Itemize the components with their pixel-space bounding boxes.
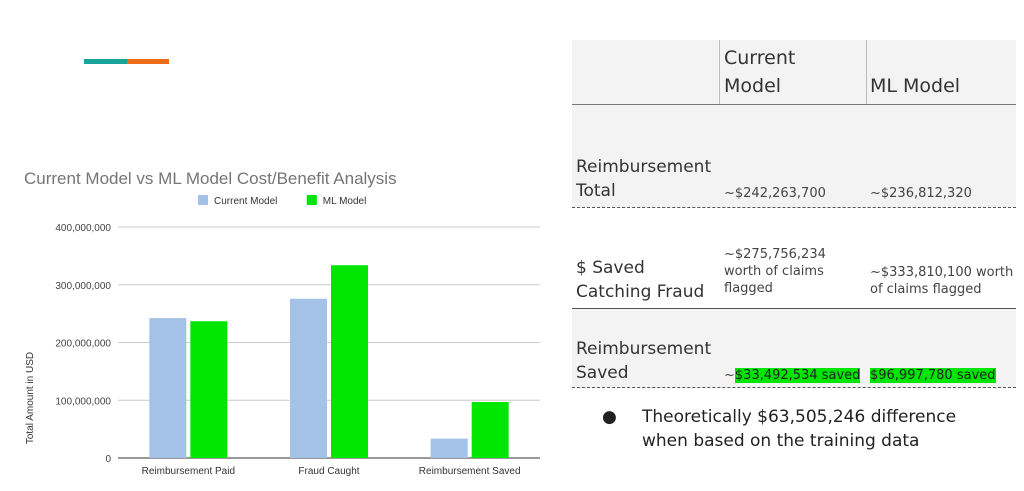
comparison-table: Current Model ML Model Reimbursement Tot…	[572, 40, 1016, 388]
header-ml-model: ML Model	[870, 75, 961, 97]
header-current-model: Current Model	[724, 44, 795, 100]
row-label-line1: Reimbursement	[576, 339, 712, 359]
x-tick-label: Fraud Caught	[298, 466, 359, 477]
bar-ml-model	[331, 265, 368, 458]
ml-fraud-saved: ~$333,810,100 worth of claims flagged	[870, 264, 1013, 298]
y-axis-label: Total Amount in USD	[25, 352, 36, 444]
current-fraud-line3: flagged	[724, 281, 773, 296]
y-tick-label: 300,000,000	[55, 281, 111, 292]
y-axis-ticks: 0 100,000,000 200,000,000 300,000,000 400,00…	[55, 223, 111, 465]
x-axis-ticks: Reimbursement Paid Fraud Caught Reimbursem…	[142, 466, 521, 477]
chart-title: Current Model vs ML Model Cost/Benefit A…	[24, 169, 397, 188]
chart-bars	[149, 265, 509, 458]
ml-reimbursement-saved: $96,997,780 saved	[870, 367, 996, 384]
legend-label: Current Model	[214, 196, 277, 207]
ml-saved-highlight: $96,997,780 saved	[870, 368, 996, 383]
ml-fraud-line2: of claims flagged	[870, 282, 982, 297]
row-label-line2: Saved	[576, 363, 629, 383]
current-saved-prefix: ~	[724, 368, 735, 383]
y-tick-label: 400,000,000	[55, 223, 111, 234]
table-row: $ Saved Catching Fraud ~$275,756,234 wor…	[572, 208, 1016, 309]
current-fraud-line1: ~$275,756,234	[724, 247, 826, 262]
legend-swatch	[198, 195, 208, 205]
header-current-line2: Model	[724, 75, 782, 97]
table-row: Reimbursement Saved ~$33,492,534 saved $…	[572, 309, 1016, 388]
table-header-row: Current Model ML Model	[572, 40, 1016, 105]
row-label-line1: $ Saved	[576, 258, 645, 278]
x-tick-label: Reimbursement Paid	[142, 466, 235, 477]
row-label-line2: Catching Fraud	[576, 282, 705, 302]
bar-ml-model	[190, 321, 228, 458]
chart-gridlines	[118, 226, 540, 459]
y-tick-label: 200,000,000	[55, 339, 111, 350]
bar-current-model	[430, 438, 468, 458]
bar-ml-model	[471, 401, 509, 458]
bullet-icon: ●	[602, 407, 617, 427]
current-fraud-saved: ~$275,756,234 worth of claims flagged	[724, 246, 826, 297]
row-label-saved-fraud: $ Saved Catching Fraud	[576, 256, 704, 304]
chart-legend: Current Model ML Model	[198, 195, 366, 207]
current-saved-highlight: $33,492,534 saved	[734, 368, 861, 383]
row-label-reimbursement-total: Reimbursement Total	[576, 155, 711, 203]
y-tick-label: 100,000,000	[55, 396, 111, 407]
row-label-line1: Reimbursement	[576, 157, 712, 177]
current-reimbursement-total: ~$242,263,700	[724, 186, 826, 201]
table-row: Reimbursement Total ~$242,263,700 ~$236,…	[572, 105, 1016, 208]
column-divider	[719, 40, 720, 104]
ml-reimbursement-total: ~$236,812,320	[870, 186, 972, 201]
row-label-reimbursement-saved: Reimbursement Saved	[576, 337, 711, 385]
bar-current-model	[290, 298, 327, 458]
current-fraud-line2: worth of claims	[724, 264, 824, 279]
bullet-text: Theoretically $63,505,246 difference whe…	[642, 407, 957, 451]
accent-bar-orange	[127, 59, 169, 64]
cost-benefit-bar-chart: Current Model vs ML Model Cost/Benefit A…	[24, 169, 540, 477]
current-reimbursement-saved: ~$33,492,534 saved	[724, 367, 861, 384]
bar-current-model	[149, 318, 187, 458]
header-current-line1: Current	[724, 47, 796, 69]
ml-fraud-line1: ~$333,810,100 worth	[870, 265, 1014, 280]
accent-bar-teal	[84, 59, 127, 64]
row-label-line2: Total	[576, 181, 616, 201]
x-tick-label: Reimbursement Saved	[419, 466, 521, 477]
legend-label: ML Model	[323, 196, 367, 207]
legend-swatch	[306, 195, 317, 205]
column-divider	[866, 40, 867, 104]
y-tick-label: 0	[105, 454, 111, 465]
